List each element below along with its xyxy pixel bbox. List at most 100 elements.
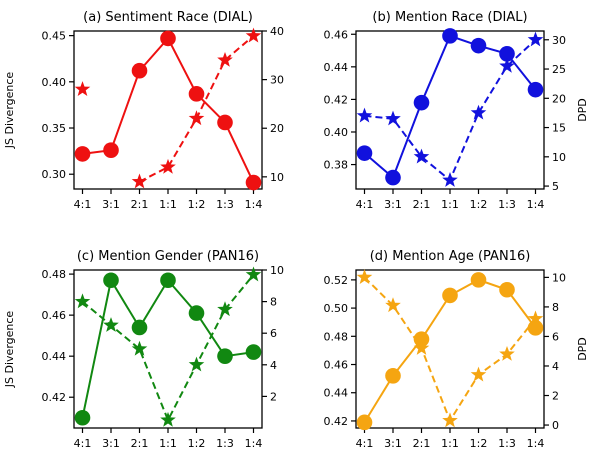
js-divergence-point (188, 86, 205, 102)
x-tick-label: 1:4 (527, 198, 545, 211)
y-tick-label: 0.30 (42, 168, 67, 181)
x-tick-label: 1:1 (159, 198, 177, 211)
y2-axis-label: DPD (576, 337, 589, 361)
dpd-star-point (356, 269, 373, 285)
x-tick-label: 3:1 (384, 437, 402, 450)
js-divergence-point (499, 46, 515, 62)
x-tick-label: 2:1 (131, 198, 149, 211)
js-divergence-point (131, 319, 148, 336)
chart-panel-2: (b) Mention Race (DIAL) 4:1 3:1 2:1 1:1 1:2 1:… (324, 10, 590, 211)
js-divergence-point (245, 344, 262, 360)
js-divergence-point (442, 28, 458, 44)
dpd-star-point (442, 172, 458, 187)
x-tick-label: 1:1 (441, 198, 459, 211)
x-tick-label: 3:1 (384, 198, 402, 211)
js-divergence-point (499, 281, 515, 298)
x-tick-label: 1:1 (159, 437, 177, 450)
dpd-star-point (160, 158, 176, 174)
y-tick-label: 0.42 (324, 93, 349, 106)
js-divergence-point (103, 142, 119, 158)
js-divergence-point (385, 169, 401, 186)
y2-tick-label: 10 (270, 264, 284, 277)
y2-tick-label: 10 (552, 151, 566, 164)
y-tick-label: 0.50 (324, 302, 349, 315)
x-tick-label: 4:1 (356, 198, 374, 211)
dpd-star-point (131, 173, 148, 189)
dpd-star-point (160, 411, 176, 427)
y2-tick-label: 8 (270, 296, 277, 309)
y-tick-label: 0.44 (324, 387, 349, 400)
y-axis-label: JS Divergence (3, 72, 16, 150)
js-divergence-point (160, 30, 176, 47)
x-tick-label: 2:1 (131, 437, 149, 450)
plot-frame (73, 269, 263, 429)
dpd-star-point (527, 31, 544, 47)
y-tick-label: 0.48 (42, 268, 67, 281)
x-tick-label: 4:1 (74, 437, 92, 450)
y-tick-label: 0.38 (324, 159, 349, 172)
chart-title: (b) Mention Race (DIAL) (372, 10, 527, 25)
dpd-star-point (470, 366, 487, 382)
x-tick-label: 1:2 (188, 437, 206, 450)
y2-tick-label: 4 (270, 359, 277, 372)
y-tick-label: 0.44 (324, 61, 349, 74)
js-divergence-point (217, 114, 233, 131)
y2-tick-label: 10 (270, 171, 284, 184)
x-tick-label: 1:3 (216, 437, 234, 450)
x-tick-label: 1:3 (216, 198, 234, 211)
dpd-star-point (356, 107, 373, 123)
dpd-star-point (74, 293, 91, 309)
dpd-star-point (442, 412, 458, 428)
dpd-series-line (139, 35, 255, 183)
js-divergence-point (160, 272, 176, 289)
y-tick-label: 0.46 (324, 28, 349, 41)
x-tick-label: 2:1 (413, 198, 431, 211)
js-divergence-point (385, 368, 401, 384)
y2-tick-label: 40 (270, 25, 284, 38)
x-tick-label: 4:1 (74, 198, 92, 211)
y2-tick-label: 20 (270, 122, 284, 135)
y-tick-label: 0.44 (42, 350, 67, 363)
plot-frame (355, 30, 545, 190)
js-divergence-point (74, 409, 91, 426)
y2-tick-label: 2 (270, 390, 277, 403)
x-tick-label: 1:2 (470, 437, 488, 450)
x-tick-label: 1:2 (470, 198, 488, 211)
x-tick-label: 1:1 (441, 437, 459, 450)
dpd-star-point (217, 301, 233, 317)
js-divergence-point (356, 414, 373, 431)
js-divergence-point (470, 37, 487, 54)
js-divergence-point (188, 305, 205, 321)
y2-tick-label: 6 (270, 327, 277, 340)
chart-title: (d) Mention Age (PAN16) (370, 249, 531, 264)
y-tick-label: 0.40 (324, 126, 349, 139)
x-tick-label: 1:4 (245, 198, 263, 211)
dpd-star-point (103, 317, 119, 332)
js-divergence-point (413, 94, 430, 111)
y-tick-label: 0.48 (324, 330, 349, 343)
y-tick-label: 0.35 (42, 122, 67, 135)
dpd-star-point (245, 27, 262, 43)
dpd-star-point (131, 340, 148, 356)
dpd-star-point (527, 310, 544, 326)
y-tick-label: 0.46 (324, 359, 349, 372)
y2-tick-label: 10 (552, 271, 566, 284)
y2-tick-label: 20 (552, 92, 566, 105)
y2-tick-label: 30 (270, 74, 284, 87)
js-divergence-point (103, 272, 119, 289)
js-divergence-point (527, 81, 544, 98)
js-divergence-point (470, 272, 487, 288)
y2-axis-label: DPD (576, 98, 589, 122)
js-divergence-point (131, 62, 148, 79)
dpd-star-point (217, 51, 233, 67)
y-tick-label: 0.42 (324, 415, 349, 428)
y-axis-label: JS Divergence (3, 311, 16, 389)
dpd-star-point (470, 104, 487, 120)
y2-tick-label: 4 (552, 360, 559, 373)
x-tick-label: 1:4 (527, 437, 545, 450)
js-divergence-point (442, 287, 458, 304)
y2-tick-label: 25 (552, 63, 566, 76)
y2-tick-label: 0 (552, 419, 559, 432)
dpd-star-point (245, 266, 262, 282)
dpd-star-point (385, 297, 401, 313)
